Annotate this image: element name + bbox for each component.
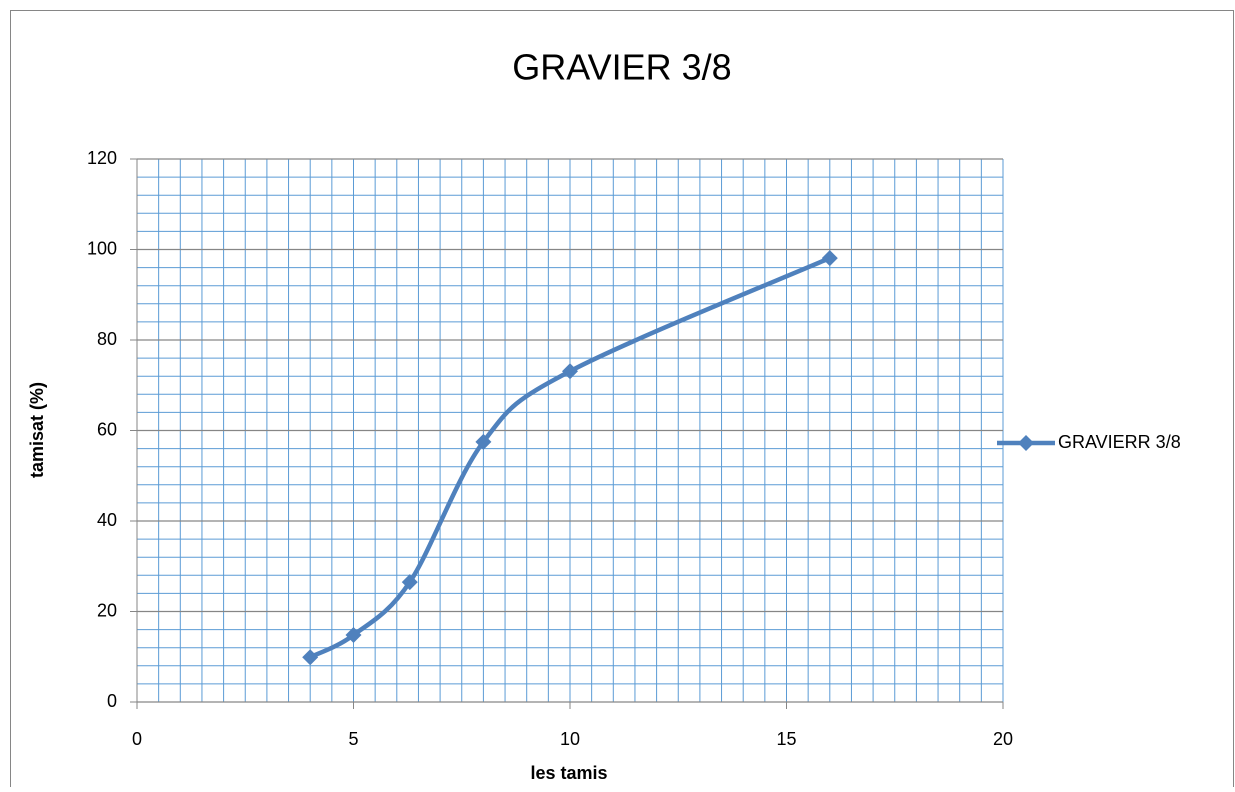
y-tick-label: 120 — [87, 148, 117, 168]
y-tick-label: 80 — [97, 329, 117, 349]
y-tick-label: 100 — [87, 238, 117, 258]
data-point — [475, 433, 492, 450]
data-point — [345, 627, 362, 644]
data-point — [401, 574, 418, 591]
legend-marker — [1018, 435, 1034, 451]
x-tick-label: 5 — [348, 729, 358, 749]
y-tick-label: 60 — [97, 419, 117, 439]
chart-title: GRAVIER 3/8 — [512, 47, 731, 88]
x-tick-label: 10 — [560, 729, 580, 749]
data-point — [821, 250, 838, 267]
y-tick-label: 0 — [107, 691, 117, 711]
x-tick-label: 15 — [776, 729, 796, 749]
y-axis-title: tamisat (%) — [27, 382, 47, 478]
x-tick-label: 0 — [132, 729, 142, 749]
x-axis-title: les tamis — [530, 763, 607, 783]
data-point — [562, 363, 578, 380]
y-tick-label: 20 — [97, 600, 117, 620]
y-tick-label: 40 — [97, 510, 117, 530]
x-tick-label: 20 — [993, 729, 1013, 749]
chart-border — [10, 10, 1234, 792]
legend-label: GRAVIERR 3/8 — [1058, 432, 1181, 452]
data-point — [302, 649, 319, 666]
